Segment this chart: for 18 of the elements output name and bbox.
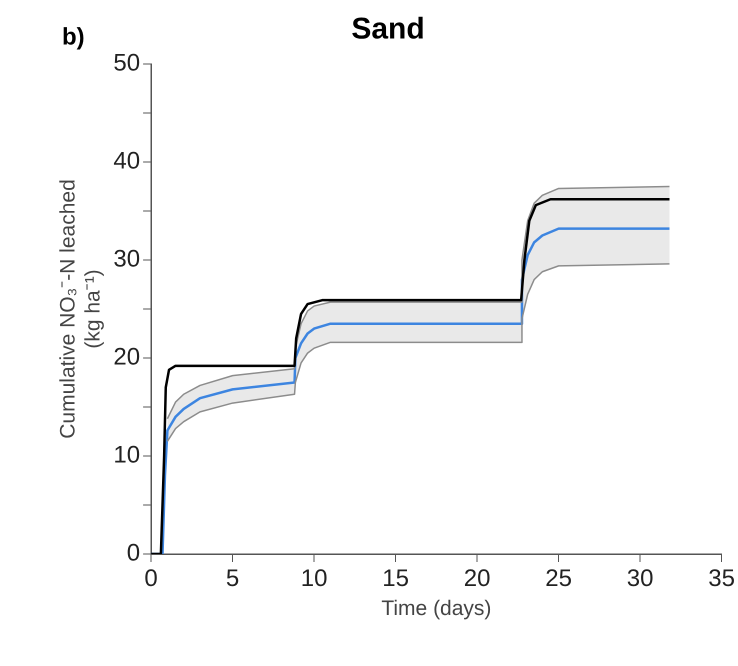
x-tick-label: 25 <box>545 565 572 592</box>
x-tick-label: 10 <box>300 565 328 592</box>
x-tick-label: 30 <box>626 565 654 592</box>
y-tick-label: 40 <box>113 148 140 175</box>
y-tick-label: 10 <box>113 442 140 469</box>
x-axis-title: Time (days) <box>381 597 492 620</box>
x-tick-label: 0 <box>144 565 158 592</box>
x-tick-label: 5 <box>226 565 240 592</box>
y-axis-title: Cumulative NO₃⁻-N leached (kg ha⁻¹) <box>56 179 105 439</box>
x-tick-label: 15 <box>382 565 409 592</box>
x-tick-label: 20 <box>464 565 490 592</box>
x-tick-label: 35 <box>708 565 736 592</box>
y-tick-label: 0 <box>126 540 140 567</box>
y-tick-label: 30 <box>113 246 140 273</box>
y-tick-label: 50 <box>113 50 140 77</box>
text: b) <box>62 24 85 51</box>
chart-title: Sand <box>351 12 425 46</box>
y-tick-label: 20 <box>113 344 140 371</box>
